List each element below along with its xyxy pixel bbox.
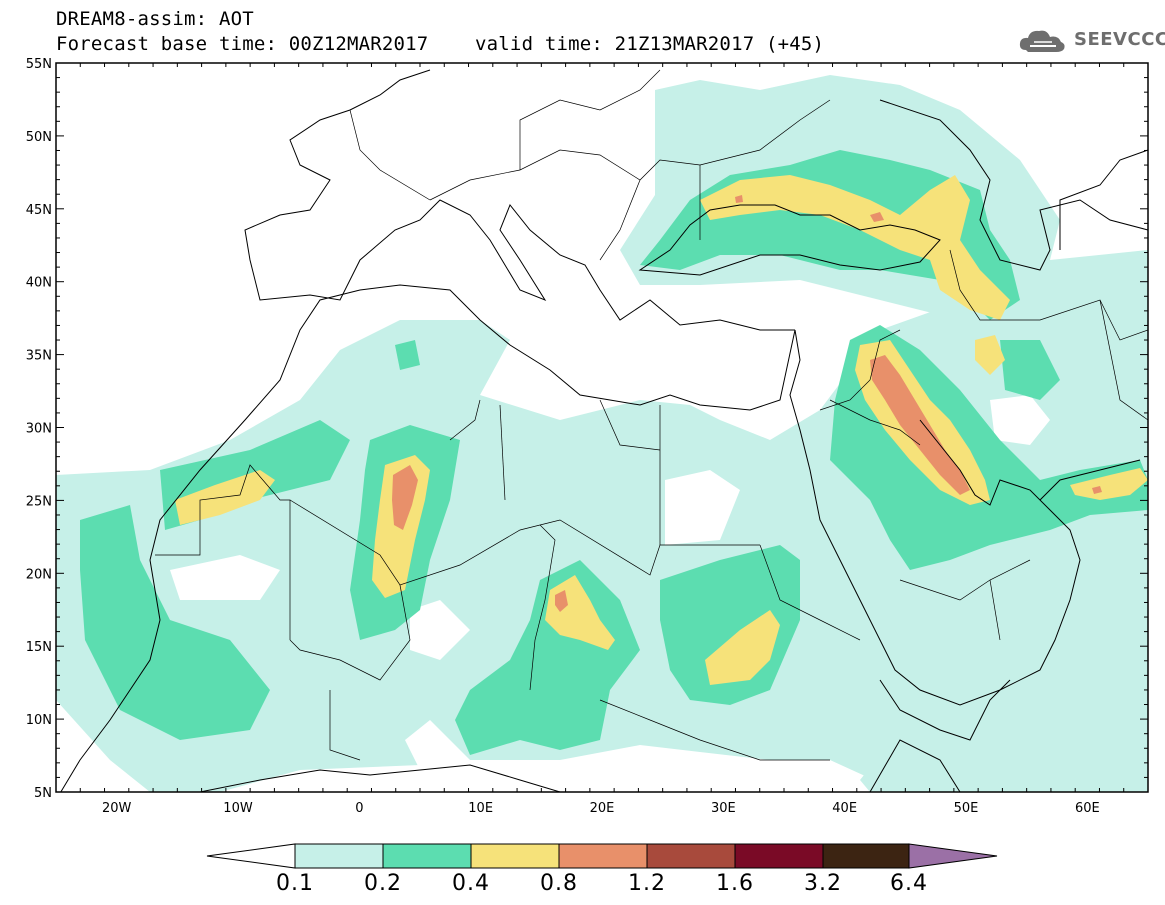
axis-ticks: 20W 10W 0 10E 20E 30E 40E 50E 60E 5N 10N 15N 20N 25N 3… bbox=[26, 57, 1149, 816]
aot-contour-fields bbox=[56, 75, 1148, 792]
colorbar-label: 1.6 bbox=[716, 871, 754, 896]
lat-tick-label: 15N bbox=[26, 640, 52, 655]
lat-tick-label: 30N bbox=[26, 422, 52, 437]
colorbar bbox=[206, 843, 998, 869]
colorbar-label: 0.8 bbox=[540, 871, 578, 896]
colorbar-bin-7 bbox=[822, 843, 910, 869]
cloud-icon bbox=[1019, 30, 1065, 52]
lat-tick-label: 25N bbox=[26, 494, 52, 509]
lon-tick-label: 0 bbox=[355, 801, 363, 816]
lon-tick-label: 20W bbox=[102, 801, 132, 816]
lon-tick-label: 40E bbox=[832, 801, 857, 816]
valid-time: valid time: 21Z13MAR2017 (+45) bbox=[475, 33, 825, 55]
lon-tick-label: 10W bbox=[223, 801, 253, 816]
aot-band-0.8 bbox=[392, 195, 1102, 612]
base-time: Forecast base time: 00Z12MAR2017 bbox=[56, 33, 429, 55]
lon-tick-label: 60E bbox=[1075, 801, 1100, 816]
lat-tick-label: 10N bbox=[26, 713, 52, 728]
colorbar-bin-4 bbox=[558, 843, 648, 869]
colorbar-label: 0.1 bbox=[276, 871, 314, 896]
aot-holes bbox=[170, 395, 1050, 770]
colorbar-bin-6 bbox=[734, 843, 824, 869]
colorbar-bin-2 bbox=[382, 843, 472, 869]
lon-tick-label: 10E bbox=[468, 801, 493, 816]
lat-tick-label: 45N bbox=[26, 203, 52, 218]
coastlines bbox=[60, 69, 1148, 792]
borders bbox=[155, 69, 1148, 761]
seevccc-logo: SEEVCCC bbox=[1018, 26, 1165, 54]
colorbar-label: 0.2 bbox=[364, 871, 402, 896]
forecast-times: Forecast base time: 00Z12MAR2017 valid t… bbox=[56, 33, 824, 55]
colorbar-bin-5 bbox=[646, 843, 736, 869]
colorbar-bin-1 bbox=[294, 843, 384, 869]
logo-text: SEEVCCC bbox=[1074, 29, 1165, 50]
colorbar-label: 3.2 bbox=[804, 871, 842, 896]
map-title: DREAM8-assim: AOT bbox=[56, 8, 254, 30]
colorbar-under-triangle bbox=[206, 843, 296, 869]
lon-tick-label: 30E bbox=[711, 801, 736, 816]
lat-tick-label: 40N bbox=[26, 276, 52, 291]
lat-tick-label: 50N bbox=[26, 130, 52, 145]
colorbar-bin-3 bbox=[470, 843, 560, 869]
colorbar-label: 1.2 bbox=[628, 871, 666, 896]
lat-tick-label: 20N bbox=[26, 567, 52, 582]
colorbar-over-triangle bbox=[908, 843, 998, 869]
lon-tick-label: 50E bbox=[954, 801, 979, 816]
lat-tick-label: 55N bbox=[26, 57, 52, 72]
colorbar-label: 0.4 bbox=[452, 871, 490, 896]
lat-tick-label: 5N bbox=[34, 786, 52, 801]
colorbar-label: 6.4 bbox=[890, 871, 928, 896]
lat-tick-label: 35N bbox=[26, 349, 52, 364]
lon-tick-label: 20E bbox=[590, 801, 615, 816]
